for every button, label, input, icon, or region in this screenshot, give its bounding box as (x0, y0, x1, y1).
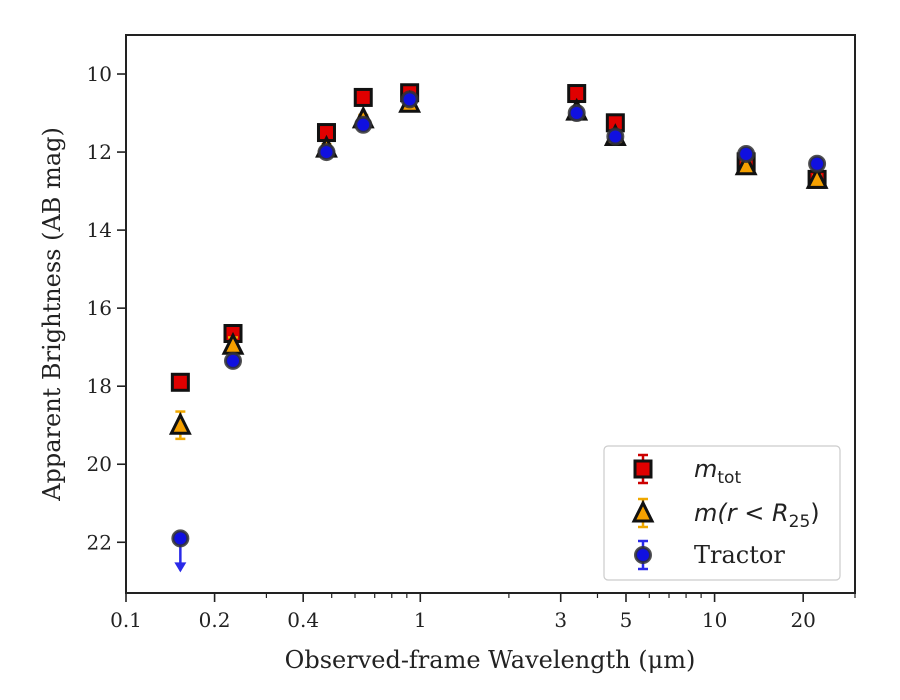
legend-marker-square (633, 459, 653, 479)
series-circle (171, 90, 827, 573)
legend-label: m(r < R25) (694, 499, 820, 532)
legend-frame (603, 445, 841, 581)
data-point (567, 104, 586, 123)
data-point (606, 127, 625, 146)
x-tick-label: 3 (554, 608, 567, 632)
legend-label: Tractor (694, 541, 785, 569)
data-point (805, 166, 829, 189)
y-tick-label: 10 (87, 62, 112, 86)
data-point (808, 154, 827, 173)
x-tick-label: 0.2 (199, 608, 231, 632)
y-tick-label: 22 (87, 530, 112, 554)
x-tick-label: 0.1 (110, 608, 142, 632)
data-point (737, 145, 756, 164)
x-tick-label: 10 (702, 608, 727, 632)
legend-marker-circle (634, 546, 652, 564)
data-point (224, 351, 243, 370)
data-point (353, 87, 373, 107)
data-point (354, 115, 373, 134)
data-marks (168, 83, 829, 573)
y-tick-label: 16 (87, 296, 112, 320)
y-axis-ticks: 10 12 14 16 18 20 22 (87, 62, 126, 554)
minor-ticks (265, 593, 856, 598)
x-tick-label: 0.4 (287, 608, 319, 632)
data-point (170, 372, 190, 392)
data-point (400, 90, 419, 109)
x-tick-label: 20 (790, 608, 815, 632)
y-axis-label: Apparent Brightness (AB mag) (38, 127, 66, 502)
data-point (171, 529, 190, 548)
y-tick-label: 12 (87, 140, 112, 164)
legend-marker-triangle (631, 499, 655, 523)
x-tick-label: 5 (620, 608, 633, 632)
data-point (734, 152, 758, 176)
y-tick-label: 18 (87, 374, 112, 398)
data-point (168, 411, 192, 435)
upper-limit-arrowhead (174, 562, 187, 573)
x-axis-ticks: 0.1 0.2 0.4 1 3 5 10 20 (110, 593, 816, 632)
legend-label: mtot (694, 455, 741, 488)
legend: mtot m(r < R25) Tractor (603, 445, 841, 581)
x-tick-label: 1 (414, 608, 427, 632)
y-tick-label: 20 (87, 452, 112, 476)
x-axis-label: Observed-frame Wavelength (μm) (285, 646, 696, 674)
y-tick-label: 14 (87, 218, 112, 242)
data-point (317, 143, 336, 162)
